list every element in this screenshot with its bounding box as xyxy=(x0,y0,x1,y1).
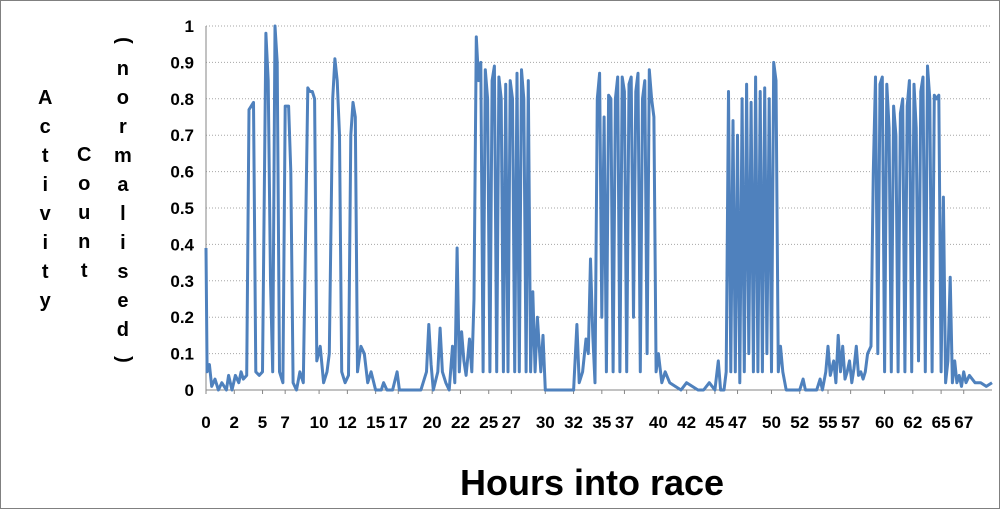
x-tick-label: 57 xyxy=(841,413,860,432)
y-axis-label-letter: l xyxy=(120,203,126,225)
y-tick-label: 0.4 xyxy=(170,235,194,254)
x-tick-label: 25 xyxy=(479,413,498,432)
y-axis-label-letter: i xyxy=(120,232,126,254)
y-axis-label-letter: e xyxy=(117,290,129,312)
y-tick-label: 0.5 xyxy=(170,199,194,218)
y-axis-label-letter: s xyxy=(117,261,129,283)
x-tick-label: 37 xyxy=(615,413,634,432)
y-axis-label-letter: c xyxy=(39,116,51,138)
x-tick-label: 2 xyxy=(230,413,239,432)
y-tick-label: 1 xyxy=(185,17,194,36)
y-axis-label-letter: C xyxy=(77,144,92,166)
x-tick-label: 55 xyxy=(819,413,838,432)
y-tick-labels: 0 0.1 0.2 0.3 0.4 0.5 0.6 0.7 0.8 0.9 1 xyxy=(170,17,194,400)
y-tick-label: 0.6 xyxy=(170,163,194,182)
y-tick-label: 0.2 xyxy=(170,308,194,327)
x-tick-label: 22 xyxy=(451,413,470,432)
series-line-activity xyxy=(204,24,993,392)
y-tick-label: 0.8 xyxy=(170,90,194,109)
y-axis-label-letter: i xyxy=(42,232,48,254)
y-tick-label: 0.1 xyxy=(170,345,194,364)
x-axis-label: Hours into race xyxy=(460,462,725,503)
y-tick-label: 0.7 xyxy=(170,126,194,145)
x-tick-label: 12 xyxy=(338,413,357,432)
y-axis-label-letter: n xyxy=(78,231,91,253)
x-tick-label: 7 xyxy=(280,413,289,432)
y-axis-label-letter: o xyxy=(78,173,91,195)
y-axis-label-letter: v xyxy=(39,203,51,225)
y-axis-label-letter: m xyxy=(114,145,132,167)
y-axis-label-letter: r xyxy=(119,116,127,138)
x-tick-label: 27 xyxy=(502,413,521,432)
series-group xyxy=(204,24,993,392)
x-tick-label: 0 xyxy=(201,413,210,432)
x-tick-label: 52 xyxy=(790,413,809,432)
x-tick-label: 42 xyxy=(677,413,696,432)
y-axis-label-letter: o xyxy=(116,87,129,109)
x-tick-label: 47 xyxy=(728,413,747,432)
x-tick-label: 67 xyxy=(954,413,973,432)
x-tick-label: 15 xyxy=(366,413,385,432)
y-axis-label-letter: t xyxy=(41,261,49,283)
y-axis-label-letter: n xyxy=(116,58,129,80)
y-axis-label-letter: i xyxy=(42,174,48,196)
x-tick-labels: 0 2 5 7 10 12 15 17 20 22 25 27 30 32 35 37 40 42 45 47 50 52… xyxy=(201,413,973,432)
y-axis-label-normalised: (n o r m a l i s e d) xyxy=(112,26,134,374)
x-tick-label: 45 xyxy=(705,413,724,432)
x-tick-label: 60 xyxy=(875,413,894,432)
y-axis-label-letter: d xyxy=(116,319,129,341)
y-tick-label: 0.3 xyxy=(170,272,194,291)
y-axis-label-letter: t xyxy=(41,145,49,167)
y-axis-label-letter: t xyxy=(80,260,88,282)
y-axis-label-letter: y xyxy=(39,290,51,312)
x-tick-label: 65 xyxy=(932,413,951,432)
y-tick-label: 0.9 xyxy=(170,53,194,72)
x-tick-label: 20 xyxy=(423,413,442,432)
x-tick-label: 35 xyxy=(592,413,611,432)
y-axis-label-letter: u xyxy=(78,202,91,224)
x-tick-label: 32 xyxy=(564,413,583,432)
y-tick-label: 0 xyxy=(185,381,194,400)
y-axis-label-letter: a xyxy=(117,174,129,196)
x-tick-label: 40 xyxy=(649,413,668,432)
x-tick-label: 30 xyxy=(536,413,555,432)
x-tick-label: 62 xyxy=(903,413,922,432)
x-tick-label: 5 xyxy=(258,413,267,432)
x-tick-label: 50 xyxy=(762,413,781,432)
x-tick-label: 17 xyxy=(389,413,408,432)
x-tick-label: 10 xyxy=(310,413,329,432)
y-axis-label-letter: A xyxy=(38,87,53,109)
